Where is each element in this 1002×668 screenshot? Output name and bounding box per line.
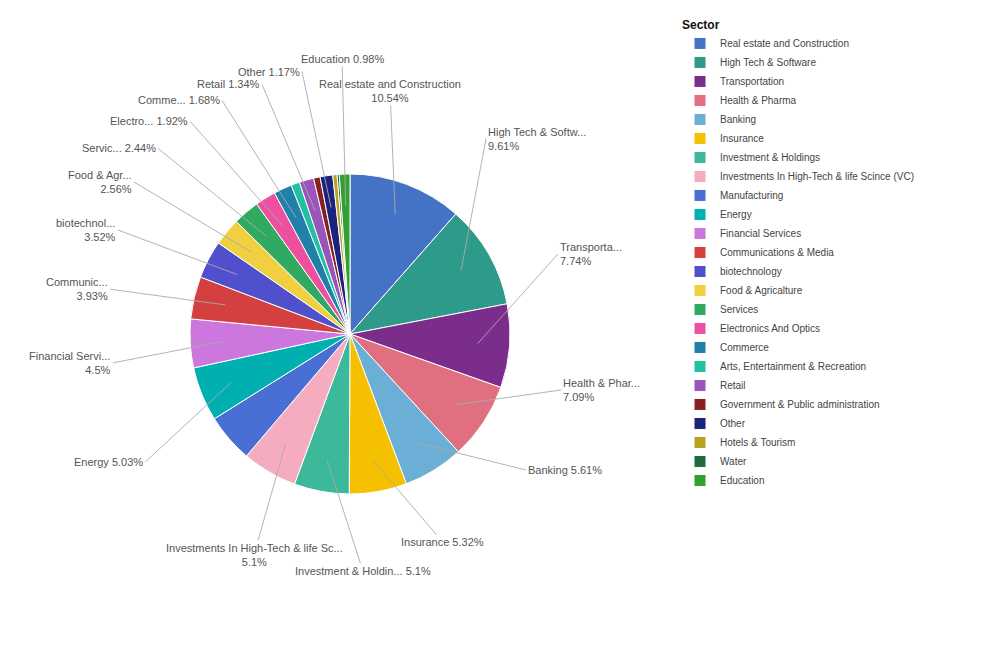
svg-text:Services: Services — [720, 304, 758, 315]
svg-text:Water: Water — [720, 456, 747, 467]
svg-text:biotechnology: biotechnology — [720, 266, 782, 277]
svg-text:Investments In High-Tech & lif: Investments In High-Tech & life Scince (… — [720, 171, 914, 182]
svg-text:Financial Servi...4.5%: Financial Servi...4.5% — [29, 350, 111, 376]
svg-text:Energy 5.03%: Energy 5.03% — [74, 456, 143, 468]
svg-text:High Tech & Software: High Tech & Software — [720, 57, 816, 68]
svg-text:Food & Agricalture: Food & Agricalture — [720, 285, 803, 296]
svg-text:Investment & Holdin... 5.1%: Investment & Holdin... 5.1% — [295, 565, 431, 577]
svg-text:Comme... 1.68%: Comme... 1.68% — [138, 94, 220, 106]
svg-text:Manufacturing: Manufacturing — [720, 190, 783, 201]
svg-text:Transporta...7.74%: Transporta...7.74% — [560, 241, 622, 267]
svg-text:Insurance: Insurance — [720, 133, 764, 144]
svg-text:Financial Services: Financial Services — [720, 228, 801, 239]
svg-text:Electronics And Optics: Electronics And Optics — [720, 323, 820, 334]
svg-text:Transportation: Transportation — [720, 76, 784, 87]
svg-text:Other: Other — [720, 418, 746, 429]
svg-text:Commerce: Commerce — [720, 342, 769, 353]
svg-text:Communic...3.93%: Communic...3.93% — [46, 276, 108, 302]
svg-text:Arts, Entertainment & Recreati: Arts, Entertainment & Recreation — [720, 361, 866, 372]
svg-text:Investments In High-Tech & lif: Investments In High-Tech & life Sc...5.1… — [166, 542, 343, 568]
svg-text:Health & Phar...7.09%: Health & Phar...7.09% — [563, 377, 640, 403]
svg-text:Investment & Holdings: Investment & Holdings — [720, 152, 820, 163]
svg-text:Retail: Retail — [720, 380, 746, 391]
svg-text:Food & Agr...2.56%: Food & Agr...2.56% — [68, 169, 132, 195]
svg-text:biotechnol...3.52%: biotechnol...3.52% — [56, 217, 116, 243]
svg-text:Energy: Energy — [720, 209, 752, 220]
svg-text:Government & Public administra: Government & Public administration — [720, 399, 880, 410]
svg-text:Education 0.98%: Education 0.98% — [301, 53, 384, 65]
svg-text:Real estate and Construction10: Real estate and Construction10.54% — [319, 78, 461, 104]
svg-text:Hotels & Tourism: Hotels & Tourism — [720, 437, 795, 448]
svg-text:Banking: Banking — [720, 114, 756, 125]
svg-text:Insurance 5.32%: Insurance 5.32% — [401, 536, 484, 548]
svg-text:Servic... 2.44%: Servic... 2.44% — [82, 142, 156, 154]
svg-text:Banking 5.61%: Banking 5.61% — [528, 464, 602, 476]
svg-text:Electro... 1.92%: Electro... 1.92% — [110, 115, 188, 127]
svg-text:Communications & Media: Communications & Media — [720, 247, 834, 258]
svg-text:Retail 1.34%: Retail 1.34% — [197, 78, 260, 90]
svg-text:High Tech & Softw...9.61%: High Tech & Softw...9.61% — [488, 126, 586, 152]
svg-text:Other 1.17%: Other 1.17% — [238, 66, 300, 78]
svg-text:Real estate and Construction: Real estate and Construction — [720, 38, 849, 49]
svg-text:Health & Pharma: Health & Pharma — [720, 95, 797, 106]
svg-text:Sector: Sector — [682, 18, 720, 32]
svg-text:Education: Education — [720, 475, 764, 486]
